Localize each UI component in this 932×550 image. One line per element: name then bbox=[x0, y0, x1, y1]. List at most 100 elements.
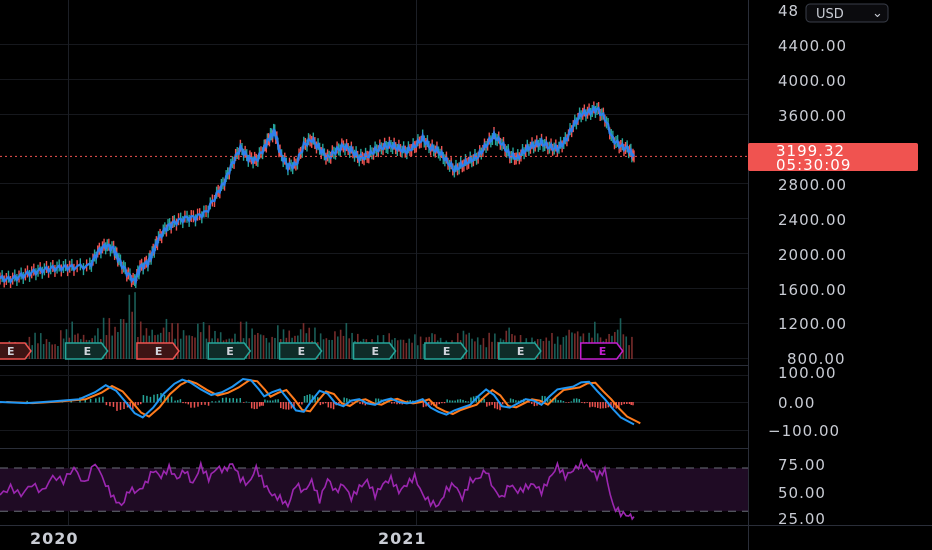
volume-bar bbox=[179, 338, 182, 359]
macd-histogram-bar bbox=[457, 399, 459, 403]
macd-histogram-bar bbox=[594, 402, 596, 408]
earnings-marker[interactable]: E bbox=[136, 342, 180, 360]
earnings-marker[interactable]: E bbox=[352, 342, 397, 360]
macd-histogram-bar bbox=[109, 402, 111, 407]
volume-bar bbox=[57, 345, 59, 359]
volume-bar bbox=[254, 334, 256, 359]
price-axis[interactable]: 48 4400.00 4000.00 3600.00 2800.00 2400.… bbox=[778, 2, 847, 368]
last-price-countdown: 05:30:09 bbox=[776, 156, 851, 174]
volume-bar bbox=[414, 334, 416, 359]
earnings-marker[interactable]: E bbox=[0, 342, 32, 360]
macd-histogram-bar bbox=[346, 398, 348, 403]
volume-bar bbox=[336, 336, 339, 359]
macd-axis-label: 0.00 bbox=[778, 394, 815, 412]
time-axis[interactable]: 2020 2021 bbox=[30, 529, 427, 548]
earnings-marker-shape bbox=[352, 342, 397, 360]
volume-bar bbox=[476, 337, 479, 359]
volume-bar bbox=[548, 340, 550, 359]
earnings-marker[interactable]: E bbox=[278, 342, 323, 360]
volume-bar bbox=[251, 328, 253, 359]
macd-histogram-bar bbox=[95, 398, 97, 403]
macd-histogram-bar bbox=[512, 399, 514, 403]
macd-axis-label: −100.00 bbox=[768, 422, 840, 440]
macd-histogram-bar bbox=[493, 402, 496, 409]
macd-axis[interactable]: 100.00 0.00 −100.00 bbox=[768, 364, 840, 440]
macd-histogram-bar bbox=[248, 401, 250, 403]
macd-histogram-bar bbox=[309, 394, 311, 403]
volume-bar bbox=[39, 333, 42, 359]
earnings-marker-shape bbox=[207, 342, 252, 360]
macd-histogram-bar bbox=[287, 402, 290, 410]
macd-histogram-bar bbox=[269, 400, 271, 403]
macd-histogram-bar bbox=[245, 401, 248, 403]
price-axis-label: 1600.00 bbox=[778, 281, 847, 299]
earnings-marker[interactable]: E bbox=[64, 342, 109, 360]
volume-bar bbox=[334, 331, 336, 359]
macd-histogram-bar bbox=[314, 396, 316, 403]
volume-bar bbox=[48, 341, 51, 359]
earnings-marker[interactable]: E bbox=[579, 342, 624, 360]
earnings-marker-shape bbox=[498, 342, 542, 360]
price-axis-label: 4400.00 bbox=[778, 37, 847, 55]
earnings-marker[interactable]: E bbox=[498, 342, 542, 360]
macd-histogram-bar bbox=[153, 394, 155, 403]
price-axis-label-partial: 48 bbox=[778, 2, 799, 20]
volume-bar bbox=[105, 335, 108, 359]
macd-histogram-bar bbox=[170, 396, 173, 403]
macd-histogram-bar bbox=[266, 400, 269, 403]
macd-histogram-bar bbox=[454, 400, 456, 403]
macd-histogram-bar bbox=[462, 399, 464, 403]
price-axis-label: 800.00 bbox=[787, 350, 846, 368]
macd-histogram-bar bbox=[258, 402, 261, 407]
macd-histogram-bar bbox=[530, 402, 533, 404]
rsi-axis[interactable]: 75.00 50.00 25.00 bbox=[778, 456, 826, 528]
macd-histogram-bar bbox=[156, 394, 159, 403]
macd-histogram-bar bbox=[228, 398, 231, 403]
volume-bar bbox=[197, 323, 199, 359]
macd-histogram-bar bbox=[301, 402, 303, 405]
volume-bar bbox=[171, 323, 173, 359]
currency-button[interactable]: USD ⌄ bbox=[805, 3, 889, 23]
volume-bar bbox=[188, 335, 191, 359]
volume-bar bbox=[45, 339, 48, 359]
macd-line[interactable] bbox=[0, 377, 635, 426]
time-axis-label-2021: 2021 bbox=[378, 529, 427, 548]
earnings-marker[interactable]: E bbox=[207, 342, 252, 360]
macd-signal-line[interactable] bbox=[6, 379, 641, 425]
macd-histogram-bar bbox=[630, 402, 632, 405]
volume-bar bbox=[625, 336, 628, 359]
macd-histogram-bar bbox=[597, 402, 599, 408]
macd-histogram-bar bbox=[441, 402, 443, 404]
volume-bar bbox=[556, 336, 559, 359]
macd-histogram-bar bbox=[26, 400, 28, 403]
price-line[interactable] bbox=[0, 104, 635, 286]
macd-histogram-bar bbox=[589, 402, 591, 408]
macd-histogram-bar bbox=[134, 402, 137, 407]
macd-histogram-bar bbox=[338, 402, 340, 405]
macd-histogram-bar bbox=[443, 402, 446, 404]
volume-bar bbox=[322, 339, 325, 359]
macd-histogram-bar bbox=[449, 400, 451, 403]
volume-bar bbox=[125, 322, 128, 359]
volume-bar bbox=[268, 342, 271, 359]
macd-histogram-bar bbox=[132, 402, 134, 410]
macd-histogram-bar bbox=[459, 399, 462, 403]
earnings-marker-label: E bbox=[599, 345, 607, 358]
earnings-marker-shape bbox=[424, 342, 468, 360]
macd-histogram-bar bbox=[298, 402, 301, 404]
earnings-marker[interactable]: E bbox=[424, 342, 468, 360]
macd-histogram-bar bbox=[501, 402, 504, 405]
volume-bar bbox=[479, 344, 482, 359]
volume-bar bbox=[205, 338, 208, 359]
earnings-marker-label: E bbox=[84, 345, 92, 358]
volume-bar bbox=[37, 343, 39, 359]
macd-histogram-bar bbox=[343, 397, 345, 403]
chevron-down-icon: ⌄ bbox=[872, 6, 883, 21]
macd-histogram-bar bbox=[260, 402, 263, 406]
macd-histogram-bar bbox=[176, 400, 179, 403]
macd-histogram-bar bbox=[218, 400, 220, 403]
rsi-line[interactable] bbox=[0, 457, 635, 521]
